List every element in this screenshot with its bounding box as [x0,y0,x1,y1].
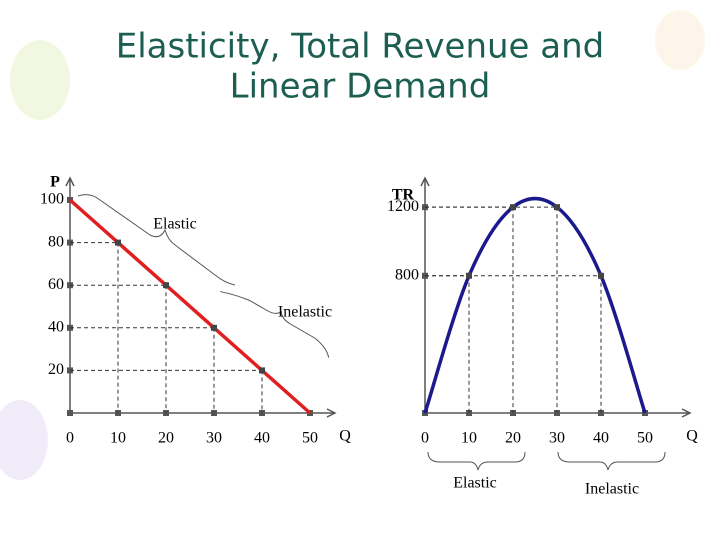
point [466,272,472,279]
demand-line [68,198,312,415]
y-axis-label: TR [392,187,415,204]
x-tick-label: 10 [461,430,477,447]
x-axis-arrow [681,408,692,418]
y-tick-label: 80 [48,233,64,250]
point [115,239,121,246]
y-tick-label: 800 [395,266,419,283]
x-axis-label: Q [339,428,351,445]
decoration [0,10,705,480]
annotation: Elastic [453,475,497,492]
y-tick-label: 100 [40,191,64,208]
x-tick-mark [598,410,604,416]
y-axis-arrow [65,176,75,187]
x-tick-label: 20 [505,430,521,447]
point [598,272,604,279]
point [510,204,516,211]
braces [77,194,666,471]
x-tick-label: 10 [110,430,126,447]
x-tick-label: 30 [549,430,565,447]
point [554,204,560,211]
y-axis-label: P [50,174,60,191]
y-axis-arrow [420,176,430,187]
annotation: Inelastic [585,481,639,498]
x-axis-arrow [326,408,337,418]
annotation: Elastic [153,216,197,233]
x-axis-label: Q [686,428,698,445]
y-tick-label: 20 [48,361,64,378]
title: Linear Demand [230,67,491,107]
x-tick-label: 50 [302,430,318,447]
title: Elasticity, Total Revenue and [116,27,605,67]
x-tick-label: 20 [158,430,174,447]
y-tick-label: 40 [48,318,64,335]
x-tick-mark [67,410,73,416]
x-tick-label: 0 [421,430,429,447]
x-tick-label: 0 [66,430,74,447]
revenue-curve [423,196,647,414]
point [163,282,169,289]
annotation: Inelastic [278,304,332,321]
y-tick-label: 1200 [387,198,419,215]
point [211,324,217,331]
x-tick-mark [466,410,472,416]
x-tick-label: 50 [637,430,653,447]
x-tick-label: 40 [593,430,609,447]
y-tick-label: 60 [48,276,64,293]
point [259,367,265,374]
x-tick-label: 40 [254,430,270,447]
x-tick-label: 30 [206,430,222,447]
